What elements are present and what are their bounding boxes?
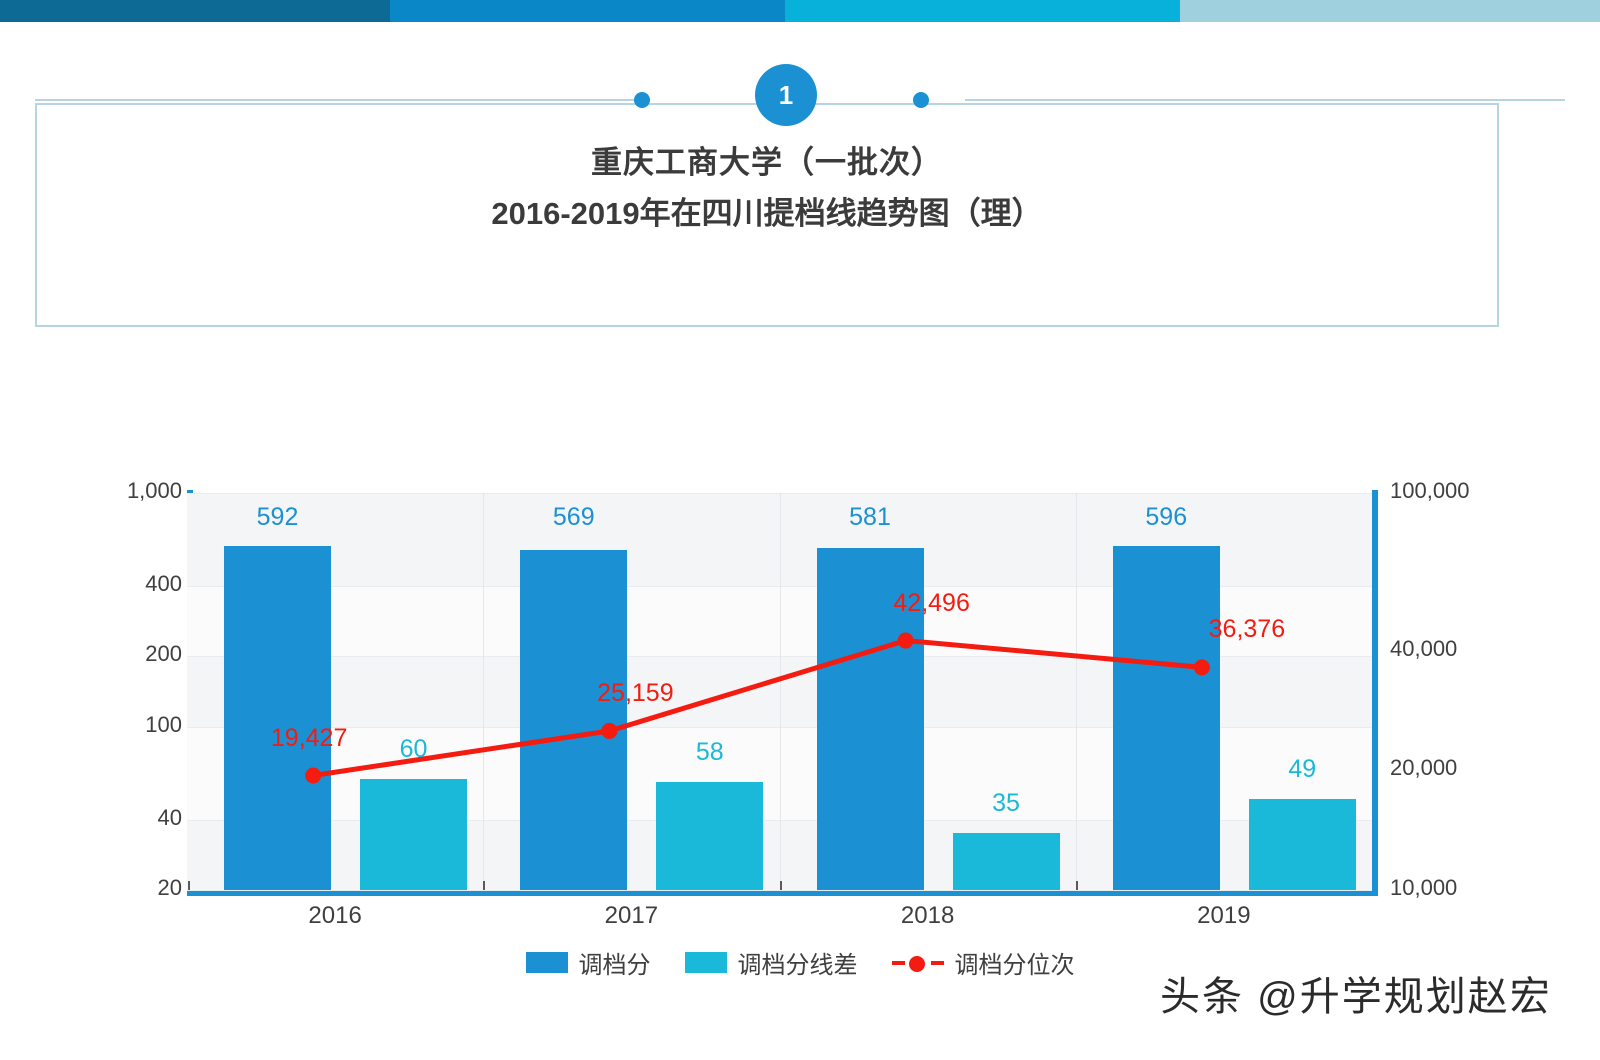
title-line-subject: 2016-2019年在四川提档线趋势图（理） bbox=[491, 195, 1043, 231]
label-diff-2016: 60 bbox=[399, 734, 428, 763]
rank-line-series bbox=[305, 632, 1210, 784]
x-tick-2017: 2017 bbox=[604, 902, 659, 929]
bar-score-2017[interactable] bbox=[520, 550, 628, 890]
label-rank-2016: 19,427 bbox=[270, 723, 348, 752]
topbar-segment-dark bbox=[0, 0, 390, 22]
legend-swatch-score bbox=[525, 952, 568, 973]
x-tick-2019: 2019 bbox=[1197, 902, 1251, 929]
legend-label-rank: 调档分位次 bbox=[954, 952, 1075, 979]
rank-marker-2018[interactable] bbox=[897, 632, 914, 649]
title-line-university: 重庆工商大学（一批次） bbox=[591, 145, 943, 180]
legend-label-diff: 调档分线差 bbox=[737, 952, 858, 979]
bar-diff-2019[interactable] bbox=[1248, 799, 1356, 890]
rank-line-path bbox=[312, 638, 1203, 778]
connector-line-left bbox=[35, 99, 635, 101]
y-left-tick-1000: 1,000 bbox=[126, 478, 182, 503]
top-color-bar bbox=[0, 0, 1600, 22]
label-diff-2017: 58 bbox=[695, 737, 724, 766]
label-score-2018: 581 bbox=[849, 503, 891, 531]
y-right-tick-100000: 100,000 bbox=[1390, 478, 1470, 503]
y-left-tick-40: 40 bbox=[157, 804, 182, 830]
rank-marker-2019[interactable] bbox=[1193, 659, 1210, 676]
label-score-2019: 596 bbox=[1145, 503, 1188, 531]
y-left-tick-100: 100 bbox=[145, 711, 182, 737]
topbar-segment-mid bbox=[390, 0, 785, 22]
bar-diff-2017[interactable] bbox=[656, 781, 764, 890]
rank-marker-2017[interactable] bbox=[601, 722, 618, 739]
x-tickmark-origin bbox=[188, 881, 190, 890]
label-rank-2017: 25,159 bbox=[597, 678, 674, 707]
x-tick-2016: 2016 bbox=[308, 902, 362, 929]
header-panel bbox=[35, 103, 1499, 327]
label-rank-2018: 42,496 bbox=[893, 588, 970, 617]
label-rank-2019: 36,376 bbox=[1208, 615, 1286, 644]
horizontal-gridline bbox=[187, 890, 1372, 891]
connector-dot-left bbox=[634, 92, 650, 108]
vertical-gridline bbox=[779, 493, 781, 890]
x-tickmark-2017 bbox=[483, 881, 486, 890]
bar-diff-2018[interactable] bbox=[952, 833, 1060, 890]
bar-score-2018[interactable] bbox=[816, 548, 924, 890]
legend-line-marker-icon bbox=[891, 955, 944, 972]
trend-chart: 1,000 400 200 100 40 20 100,000 40,000 20,000 10… bbox=[0, 440, 1600, 1000]
bar-score-2019[interactable] bbox=[1112, 545, 1220, 890]
y-right-tick-40000: 40,000 bbox=[1390, 635, 1458, 661]
legend-item-rank[interactable]: 调档分位次 bbox=[891, 945, 1075, 980]
legend-label-score: 调档分 bbox=[578, 952, 651, 979]
label-diff-2019: 49 bbox=[1288, 755, 1317, 784]
rank-marker-2016[interactable] bbox=[305, 767, 322, 784]
x-tick-2018: 2018 bbox=[900, 902, 955, 929]
chart-legend: 调档分 调档分线差 调档分位次 bbox=[0, 945, 1600, 980]
label-score-2017: 569 bbox=[552, 503, 595, 531]
label-score-2016: 592 bbox=[256, 503, 299, 531]
x-tickmark-2018 bbox=[779, 881, 782, 890]
topbar-segment-bright bbox=[785, 0, 1180, 22]
x-tickmark-2019 bbox=[1075, 881, 1078, 890]
connector-line-right bbox=[965, 99, 1565, 101]
y-right-tick-20000: 20,000 bbox=[1390, 755, 1458, 781]
bar-score-2016[interactable] bbox=[224, 546, 331, 890]
legend-item-diff[interactable]: 调档分线差 bbox=[684, 945, 858, 980]
label-diff-2018: 35 bbox=[992, 789, 1020, 818]
y-right-tick-10000: 10,000 bbox=[1390, 875, 1458, 900]
plot-area bbox=[187, 493, 1372, 891]
vertical-gridline bbox=[483, 493, 485, 890]
page-title: 重庆工商大学（一批次） 2016-2019年在四川提档线趋势图（理） bbox=[35, 143, 1499, 235]
topbar-segment-light bbox=[1180, 0, 1600, 22]
y-left-tick-20: 20 bbox=[157, 875, 182, 900]
badge-connector-row bbox=[0, 70, 1600, 130]
step-badge: 1 bbox=[755, 64, 817, 126]
axis-line-bottom bbox=[187, 890, 1378, 896]
legend-item-score[interactable]: 调档分 bbox=[525, 945, 651, 980]
bar-diff-2016[interactable] bbox=[360, 778, 467, 890]
y-left-tick-200: 200 bbox=[145, 641, 182, 667]
y-left-tick-400: 400 bbox=[145, 570, 182, 596]
connector-dot-right bbox=[913, 92, 929, 108]
axis-line-right bbox=[1372, 490, 1378, 893]
legend-swatch-diff bbox=[684, 952, 727, 973]
watermark: 头条 @升学规划赵宏 bbox=[1160, 975, 1552, 1019]
vertical-gridline bbox=[1075, 493, 1077, 890]
